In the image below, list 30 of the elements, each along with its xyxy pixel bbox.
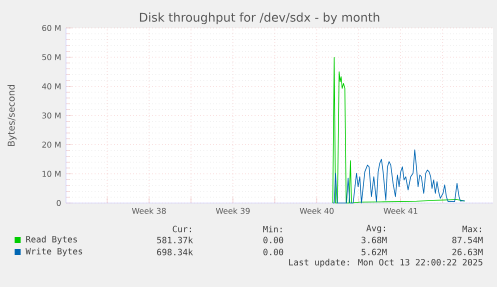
y-axis-title: Bytes/second: [7, 85, 17, 146]
legend-label: Write Bytes: [26, 248, 82, 256]
chart-title: Disk throughput for /dev/sdx - by month: [140, 12, 380, 24]
text: Avg:: [366, 224, 385, 234]
text: 3.68M: [362, 236, 387, 244]
x-tick-label: Week 41: [384, 208, 418, 214]
y-tick-label: 30 M: [42, 112, 61, 119]
line-series: [332, 150, 466, 204]
text: Cur:: [172, 226, 191, 232]
y-tick-label: 40 M: [42, 83, 61, 90]
text: 581.37k: [157, 236, 193, 244]
text: 5.62M: [362, 248, 387, 256]
x-tick-label: Week 38: [132, 208, 166, 214]
y-tick-label: 60 M: [42, 24, 61, 32]
text: Min:: [263, 226, 282, 232]
text: 0.00: [263, 248, 284, 256]
text: Last update: Mon Oct 13 22:00:22 2025: [289, 258, 482, 268]
x-tick-label: Week 39: [216, 208, 250, 214]
text: Max:: [462, 226, 481, 232]
text: 26.63M: [452, 248, 483, 256]
legend-label: Read Bytes: [26, 236, 77, 244]
text: 0.00: [263, 236, 284, 244]
line-series: [332, 57, 466, 204]
text: 698.34k: [157, 248, 193, 256]
y-tick-label: 50 M: [42, 54, 61, 60]
y-tick-label: 10 M: [42, 170, 61, 177]
x-tick-label: Week 40: [300, 208, 334, 214]
text: 87.54M: [452, 236, 483, 244]
y-tick-label: 0: [56, 200, 61, 206]
y-tick-label: 20 M: [42, 142, 61, 148]
